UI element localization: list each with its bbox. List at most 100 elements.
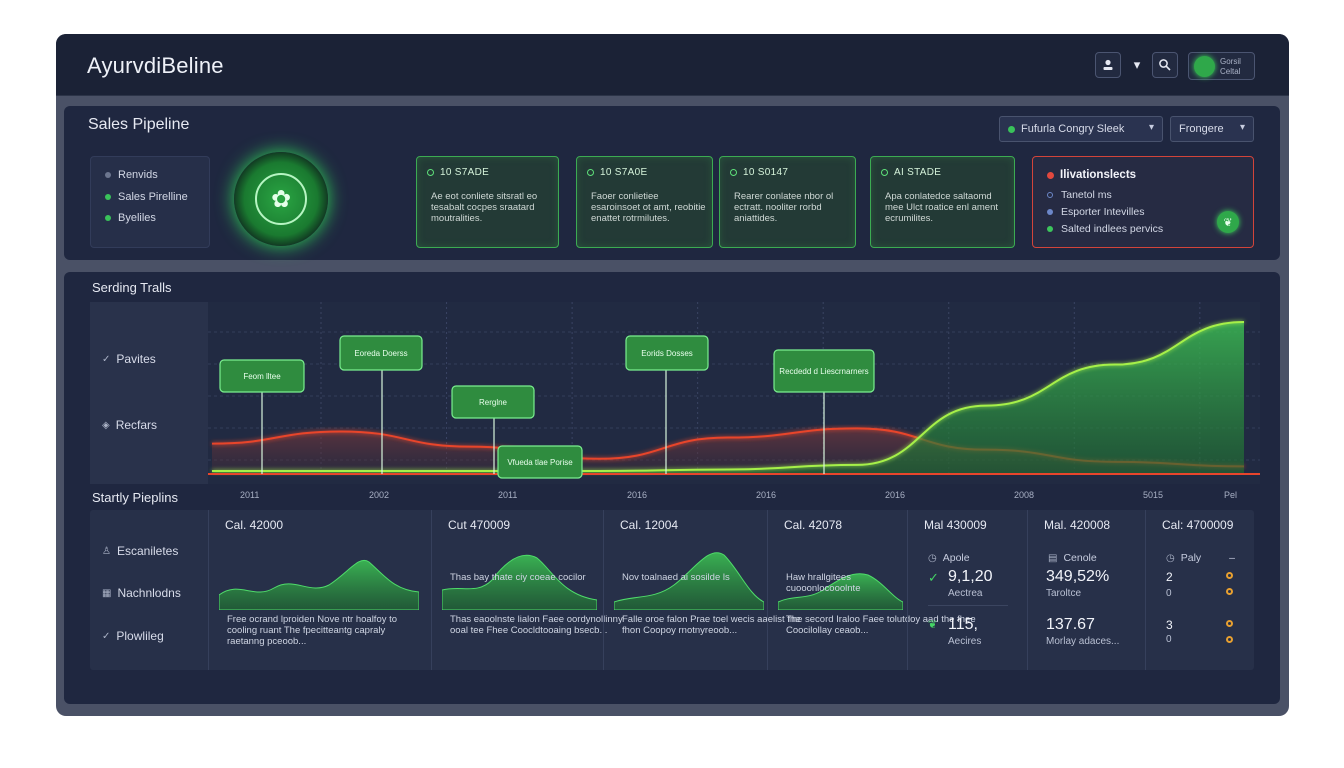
metric-sublabel: Cenole	[1063, 552, 1097, 564]
pipeline-status-ring[interactable]: ✿	[234, 152, 328, 246]
chart-callout[interactable]: Vfueda tlae Porise	[497, 445, 583, 479]
pipeline-nav: Renvids Sales Pirelline Byeliles	[90, 156, 210, 248]
summary-column[interactable]: Cut 470009 Thas bay thate ciy coeae coci…	[431, 510, 623, 670]
metric-caption: Aectrea	[948, 588, 983, 599]
metric-value: 349,52%	[1046, 568, 1110, 585]
chevron-down-icon: ▾	[1239, 122, 1245, 133]
alert-card[interactable]: Ilivationslects Tanetol ms Esporter Inte…	[1032, 156, 1254, 248]
filter-dropdown-label: Fufurla Congry Sleek	[1021, 123, 1125, 135]
chart-callout[interactable]: Eoreda Doerss	[339, 335, 423, 474]
x-tick-label: 2008	[1014, 490, 1035, 500]
stage-status-icon	[881, 169, 888, 176]
alert-item[interactable]: Salted indlees pervics	[1047, 223, 1163, 235]
person-icon[interactable]	[1095, 52, 1121, 78]
nav-item-sales-pipeline[interactable]: Sales Pirelline	[105, 191, 188, 203]
avatar	[1194, 56, 1215, 77]
stage-card[interactable]: 10 S7A0E Faoer conlietiee esaroinsoet ot…	[576, 156, 713, 248]
column-caption: Haw hrallgitees cuooonlocooolnte	[786, 572, 861, 594]
nav-item-label: Sales Pirelline	[118, 191, 188, 203]
stage-status-icon	[587, 169, 594, 176]
leaf-icon[interactable]: ❦	[1217, 211, 1239, 233]
summary-column[interactable]: Cal. 12004 Nov toalnaed ai sosilde ls Fa…	[603, 510, 801, 670]
stage-description: Faoer conlietiee esaroinsoet ot amt, reo…	[591, 191, 706, 224]
series-line-green	[211, 321, 1245, 472]
alert-item[interactable]: Tanetol ms	[1047, 189, 1112, 201]
alert-title: Ilivationslects	[1060, 169, 1137, 181]
stage-card[interactable]: 10 S7ADE Ae eot conliete sitsratl eo tes…	[416, 156, 559, 248]
callout-box	[625, 335, 709, 371]
alert-item-label: Esporter Intevilles	[1061, 206, 1145, 218]
divider	[928, 605, 1008, 606]
nav-item-byeliles[interactable]: Byeliles	[105, 212, 156, 224]
column-description: The secord Iraloo Faee tolutdoy aad the …	[786, 614, 976, 636]
bullet-icon	[1047, 192, 1053, 198]
person-icon: ♙	[102, 545, 111, 557]
summary-title: Startly Pieplins	[92, 490, 178, 505]
column-title: Mal. 420008	[1044, 518, 1111, 532]
x-tick-label: 5015	[1143, 490, 1164, 500]
mini-area-chart	[442, 554, 597, 610]
summary-column[interactable]: Cal. 42078 Haw hrallgitees cuooonlocoool…	[767, 510, 976, 670]
top-bar: AyurvdiBeline ▾ Gorsil Celtal	[56, 34, 1289, 96]
sales-pipeline-panel: Sales Pipeline Fufurla Congry Sleek ▾ Fr…	[64, 106, 1280, 260]
column-description: Falle oroe falon Prae toel wecis aaelist…	[622, 614, 801, 636]
x-tick-label: 2011	[498, 490, 518, 500]
user-profile-button[interactable]: Gorsil Celtal	[1188, 52, 1255, 80]
legend-item-recfars[interactable]: ◈ Recfars	[102, 418, 157, 432]
stage-status-icon	[427, 169, 434, 176]
status-dot-icon	[1226, 620, 1233, 627]
nav-item-label: Renvids	[118, 169, 158, 181]
shield-icon: ◈	[102, 419, 110, 431]
filter-dropdown[interactable]: Fufurla Congry Sleek ▾	[999, 116, 1163, 142]
alert-item[interactable]: Esporter Intevilles	[1047, 206, 1144, 218]
row-label-escaniletes[interactable]: ♙ Escaniletes	[102, 544, 178, 558]
stage-status-icon	[730, 169, 737, 176]
callout-box	[219, 359, 305, 393]
x-tick-label: 2016	[627, 490, 648, 500]
callout-label: Recdedd d Liescrnarners	[779, 367, 868, 376]
search-icon[interactable]	[1152, 52, 1178, 78]
metric-column[interactable]: Mal. 420008 ▤ Cenole 349,52% Taroltce 137…	[1027, 510, 1145, 670]
column-caption: Nov toalnaed ai sosilde ls	[622, 572, 730, 583]
chevron-down-icon[interactable]: ▾	[1133, 57, 1141, 72]
filter-status-dot	[1008, 125, 1015, 133]
check-icon: ✓	[102, 630, 111, 642]
legend-item-pavites[interactable]: ✓ Pavites	[102, 352, 156, 366]
row-label: Escaniletes	[116, 544, 179, 558]
bullet-icon	[105, 172, 111, 178]
row-label: Nachnlodns	[117, 586, 181, 600]
chart-callout[interactable]: Eorids Dosses	[625, 335, 709, 474]
summary-table: ♙ Escaniletes ▦ Nachnlodns ✓ Plowlileg Cal.…	[90, 510, 1254, 670]
callout-label: Feom lltee	[243, 372, 281, 381]
status-dot-icon	[1226, 636, 1233, 643]
metric-column[interactable]: Mal 430009 ◷ Apole 9,1,20 ✓ Aectrea ❦ 115…	[907, 510, 1027, 670]
summary-column[interactable]: Cal. 42000 Free ocrand lproiden Nove ntr…	[208, 510, 431, 670]
sales-pipeline-title: Sales Pipeline	[88, 116, 190, 133]
profile-org: Celtal	[1220, 67, 1241, 76]
lotus-icon: ✿	[255, 173, 307, 225]
nav-item-renvids[interactable]: Renvids	[105, 169, 158, 181]
metric-caption: Aecires	[948, 636, 982, 647]
leaf-icon: ❦	[928, 619, 938, 631]
metric-column[interactable]: Cal: 4700009 ◷ Paly – 2 0 3 0	[1145, 510, 1254, 670]
stage-card[interactable]: AI STADE Apa conlatedce saltaomd mee Ulc…	[870, 156, 1015, 248]
chart-callout[interactable]: Rerglne	[451, 385, 535, 474]
metric-caption: Morlay adaces...	[1046, 636, 1120, 647]
metric-caption: Taroltce	[1046, 588, 1082, 599]
x-tick-label: 2016	[756, 490, 777, 500]
check-icon: ✓	[102, 353, 111, 365]
column-title: Mal 430009	[924, 518, 987, 532]
stage-card[interactable]: 10 S0147 Rearer conlatee nbor ol ectratt…	[719, 156, 856, 248]
row-label-plowlileg[interactable]: ✓ Plowlileg	[102, 629, 164, 643]
chart-callout[interactable]: Recdedd d Liescrnarners	[773, 349, 875, 474]
callout-label: Eoreda Doerss	[354, 349, 407, 358]
row-label-nachnlodns[interactable]: ▦ Nachnlodns	[102, 586, 181, 600]
metric-sublabel: Apole	[942, 552, 970, 564]
range-dropdown[interactable]: Frongere ▾	[1170, 116, 1254, 142]
card-icon: ▤	[1048, 552, 1058, 564]
clock-icon: ◷	[1166, 552, 1175, 564]
column-title: Cal: 4700009	[1162, 518, 1234, 532]
trend-chart-svg: Feom lltee Eoreda Doerss Rerglne Vfueda tla…	[208, 302, 1260, 479]
chart-callout[interactable]: Feom lltee	[219, 359, 305, 474]
column-title: Cal. 42078	[784, 518, 843, 532]
